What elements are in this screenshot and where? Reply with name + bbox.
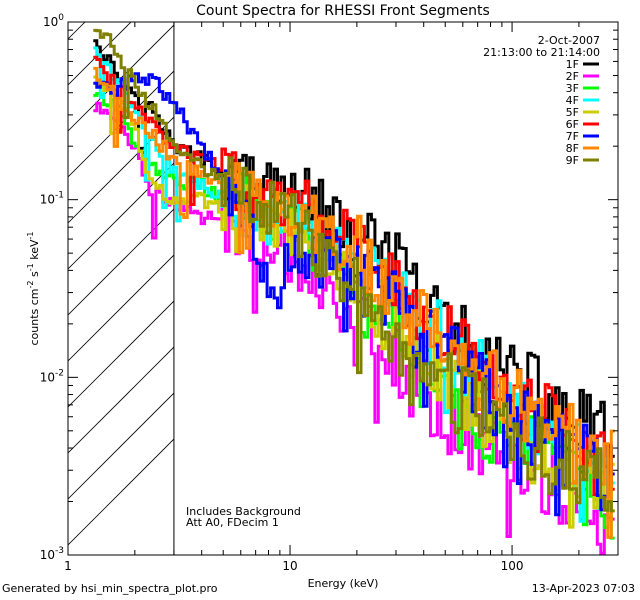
legend-label-5F: 5F: [566, 106, 579, 119]
x-tick-label: 1: [64, 559, 72, 573]
hatch-line: [68, 254, 174, 362]
hatch-line: [68, 70, 174, 178]
x-tick-label: 10: [282, 559, 297, 573]
y-tick-label: 100: [43, 13, 64, 29]
legend-label-6F: 6F: [566, 118, 579, 131]
series-line-2F: [93, 101, 615, 555]
series-line-5F: [93, 75, 615, 529]
plot-frame: [67, 21, 619, 556]
series-line-6F: [93, 55, 615, 496]
axes: 1 10 100 100 10-1 10-2 10-3 Energy (keV) counts …: [26, 13, 619, 590]
legend-label-1F: 1F: [566, 58, 579, 71]
hatch-line: [68, 208, 174, 316]
annotation-text: Includes Background: [186, 505, 301, 518]
footer-generated-by: Generated by hsi_min_spectra_plot.pro: [2, 582, 218, 595]
footer-timestamp: 13-Apr-2023 07:03: [531, 582, 635, 595]
series-line-9F: [93, 28, 615, 513]
legend-label-8F: 8F: [566, 142, 579, 155]
chart-title: Count Spectra for RHESSI Front Segments: [196, 3, 490, 19]
series-lines: [93, 28, 615, 555]
legend-label-2F: 2F: [566, 70, 579, 83]
annotation-text: Att A0, FDecim 1: [186, 516, 279, 529]
legend-label-3F: 3F: [566, 82, 579, 95]
series-line-8F: [93, 66, 615, 539]
hatch-line: [68, 24, 174, 132]
hatch-line: [68, 300, 174, 408]
legend-time-range: 21:13:00 to 21:14:00: [483, 46, 600, 59]
series-line-3F: [93, 92, 615, 540]
y-tick-label: 10-3: [40, 546, 64, 562]
legend-label-4F: 4F: [566, 94, 579, 107]
y-tick-label: 10-2: [40, 368, 64, 384]
hatch-line: [68, 438, 174, 546]
y-axis-label: counts cm-2 s-1 keV-1: [26, 232, 41, 346]
x-tick-label: 100: [501, 559, 524, 573]
hatch-line: [68, 346, 174, 454]
x-axis-label: Energy (keV): [308, 577, 379, 590]
y-tick-label: 10-1: [40, 191, 64, 207]
hatch-line: [68, 392, 174, 500]
legend-date: 2-Oct-2007: [538, 34, 600, 47]
legend-label-7F: 7F: [566, 130, 579, 143]
legend-label-9F: 9F: [566, 154, 579, 167]
